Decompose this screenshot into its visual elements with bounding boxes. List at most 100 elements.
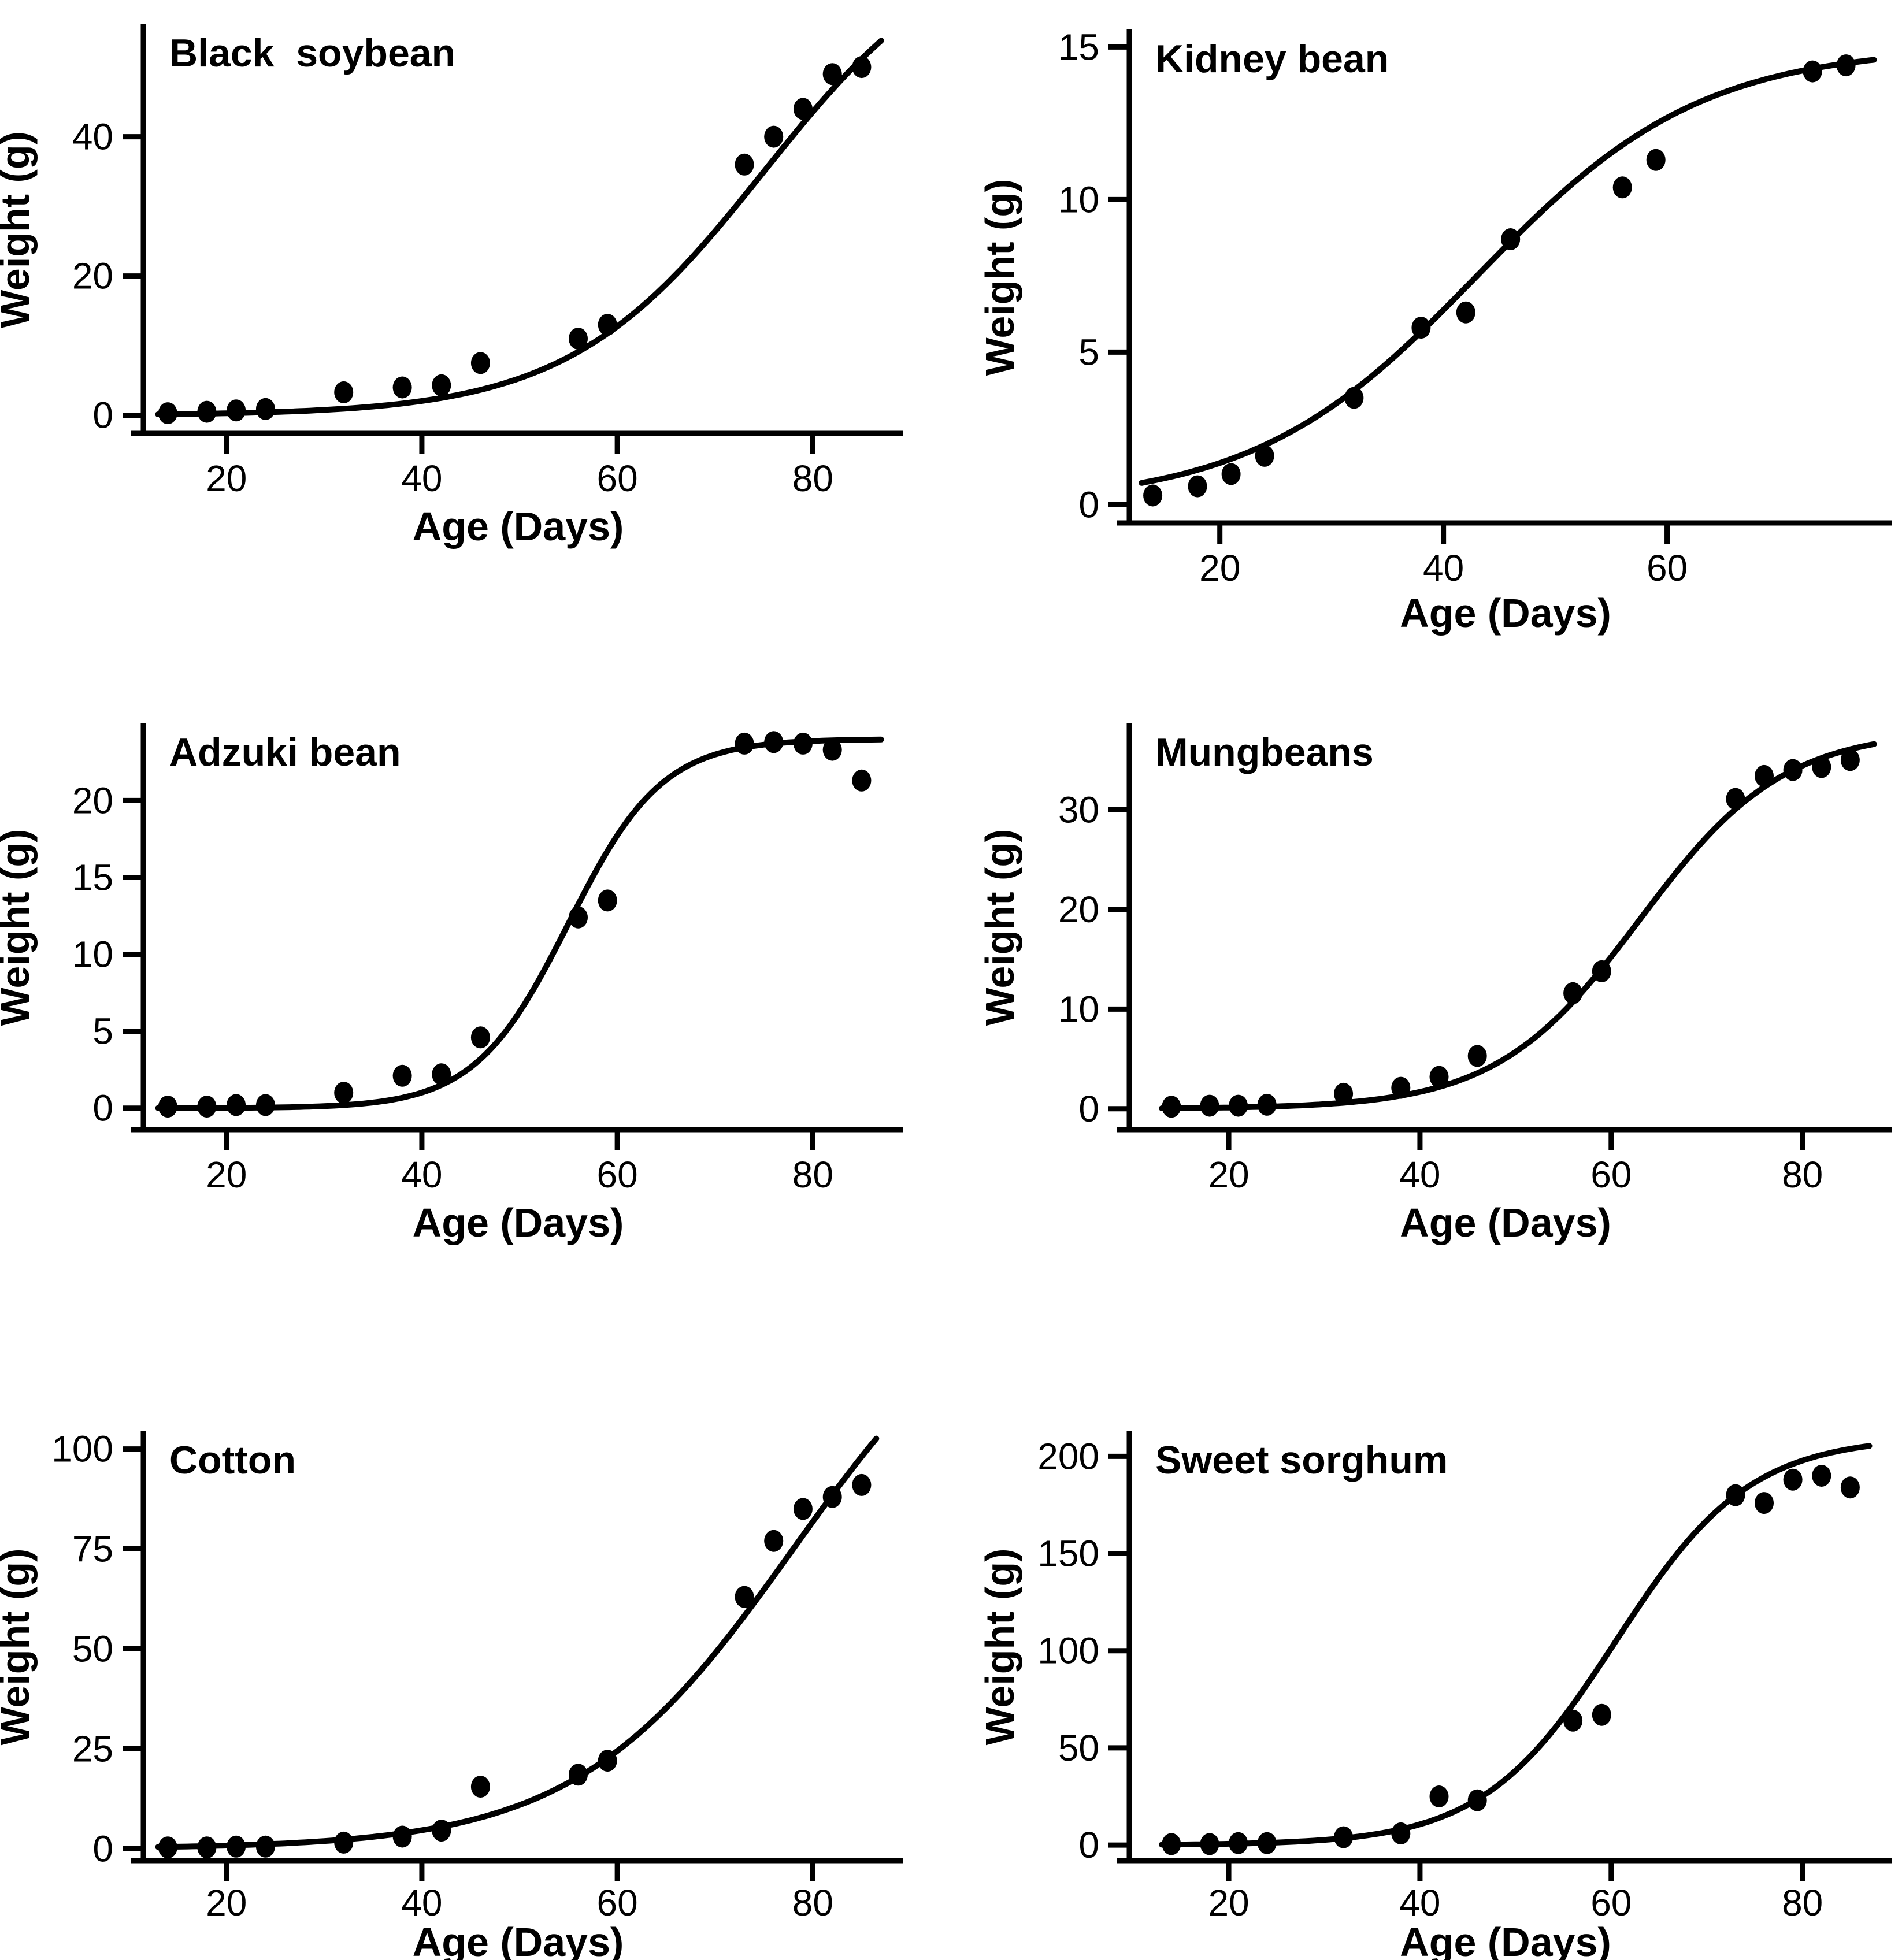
data-point [764, 731, 784, 753]
data-point [432, 1063, 451, 1086]
y-axis-label: Weight (g) [0, 1549, 38, 1746]
y-tick-label: 100 [51, 1428, 113, 1470]
data-point [158, 402, 177, 425]
chart-title: Cotton [169, 1438, 296, 1482]
data-point [793, 98, 813, 120]
x-tick-label: 20 [1208, 1154, 1249, 1196]
data-point [1726, 1484, 1745, 1506]
data-point [255, 1835, 275, 1858]
data-point [1200, 1833, 1219, 1855]
y-tick-label: 10 [72, 934, 113, 975]
data-point [569, 1764, 588, 1786]
x-tick-label: 80 [792, 1154, 833, 1196]
x-tick-label: 40 [401, 1882, 442, 1924]
data-point [1467, 1789, 1487, 1811]
panel-kidney-bean: 20 40 60 0 5 10 15 Kidney bean Age (Days) Weight … [951, 0, 1902, 653]
data-point [1221, 463, 1241, 485]
data-point [598, 1750, 617, 1772]
y-tick-label: 25 [72, 1728, 113, 1769]
data-point [1391, 1822, 1411, 1844]
x-axis-label: Age (Days) [1400, 1200, 1611, 1245]
data-point [1255, 444, 1274, 467]
x-tick-label: 60 [597, 458, 638, 499]
y-tick-label: 15 [72, 856, 113, 898]
data-point [569, 906, 588, 929]
chart-kidney-bean: 20 40 60 0 5 10 15 Kidney bean Age (Days) Weight … [977, 26, 1892, 636]
data-point [334, 381, 354, 403]
y-tick-label: 100 [1037, 1630, 1099, 1672]
fit-curve [155, 38, 884, 417]
data-point [158, 1096, 177, 1118]
data-point [334, 1831, 354, 1854]
data-point [1344, 387, 1364, 409]
data-point [432, 1820, 451, 1842]
panel-black-soybean: 20 40 60 80 0 20 40 Black soybean Age (Days) Weig… [0, 0, 951, 653]
data-point [1812, 1465, 1831, 1487]
data-point [1143, 484, 1163, 507]
data-point [334, 1082, 354, 1104]
y-axis-label: Weight (g) [0, 131, 38, 328]
data-point [1646, 149, 1666, 171]
data-point [227, 1094, 246, 1116]
fit-curve [1159, 1443, 1873, 1848]
chart-adzuki-bean: 20 40 60 80 0 5 10 15 20 Adzuki bean Age (Days) Wei… [0, 723, 903, 1245]
x-axis-label: Age (Days) [413, 1200, 624, 1245]
y-tick-label: 0 [1078, 1824, 1099, 1866]
y-tick-label: 40 [72, 116, 113, 158]
x-tick-label: 20 [206, 1882, 247, 1924]
y-tick-label: 15 [1058, 26, 1099, 68]
data-point [1188, 475, 1207, 498]
data-point [852, 1473, 872, 1496]
data-point [1836, 54, 1856, 77]
data-point [1257, 1832, 1277, 1854]
data-point [1456, 301, 1475, 324]
data-point [1840, 749, 1860, 771]
data-point [793, 1498, 813, 1520]
data-point [1391, 1076, 1411, 1099]
data-point [1803, 60, 1822, 83]
data-point [1257, 1093, 1277, 1116]
y-tick-label: 150 [1037, 1533, 1099, 1575]
data-point [1592, 1703, 1611, 1726]
x-tick-label: 20 [1208, 1882, 1249, 1924]
panel-mungbeans: 20 40 60 80 0 10 20 30 Mungbeans Age (Days) Weight… [951, 653, 1902, 1306]
fit-curve [155, 1435, 880, 1850]
x-tick-label: 60 [597, 1154, 638, 1196]
data-point [1755, 764, 1774, 787]
x-tick-label: 80 [1782, 1154, 1823, 1196]
data-point [735, 732, 754, 755]
panel-sweet-sorghum: 20 40 60 80 0 50 100 150 200 Sweet sorghum Age (Da… [951, 1306, 1902, 1960]
data-point [822, 63, 842, 86]
data-point [1200, 1094, 1219, 1117]
chart-title: Sweet sorghum [1155, 1438, 1448, 1482]
x-tick-label: 40 [401, 458, 442, 499]
data-point [470, 352, 490, 374]
y-tick-label: 10 [1058, 179, 1099, 220]
x-tick-label: 40 [401, 1154, 442, 1196]
data-point [1162, 1833, 1181, 1855]
x-axis-label: Age (Days) [1400, 591, 1611, 636]
x-tick-label: 40 [1399, 1882, 1440, 1924]
chart-black-soybean: 20 40 60 80 0 20 40 Black soybean Age (Days) Weig… [0, 24, 903, 549]
data-point [1501, 228, 1521, 250]
fit-curve [155, 736, 884, 1111]
y-tick-label: 30 [1058, 789, 1099, 831]
data-point [470, 1026, 490, 1049]
data-point [1334, 1826, 1354, 1848]
data-point [470, 1776, 490, 1798]
chart-cotton: 20 40 60 80 0 25 50 75 100 Cotton Age (Days) Weight… [0, 1428, 903, 1960]
y-tick-label: 0 [92, 1828, 113, 1869]
data-point [197, 1836, 217, 1859]
data-point [1229, 1094, 1248, 1117]
y-tick-label: 5 [92, 1011, 113, 1052]
data-point [852, 769, 872, 792]
x-axis-label: Age (Days) [413, 1920, 624, 1960]
x-tick-label: 20 [206, 1154, 247, 1196]
data-point [227, 1835, 246, 1858]
data-point [764, 1530, 784, 1552]
data-point [1726, 788, 1745, 810]
data-point [1783, 759, 1803, 781]
y-tick-label: 0 [92, 1087, 113, 1129]
data-point [793, 732, 813, 755]
